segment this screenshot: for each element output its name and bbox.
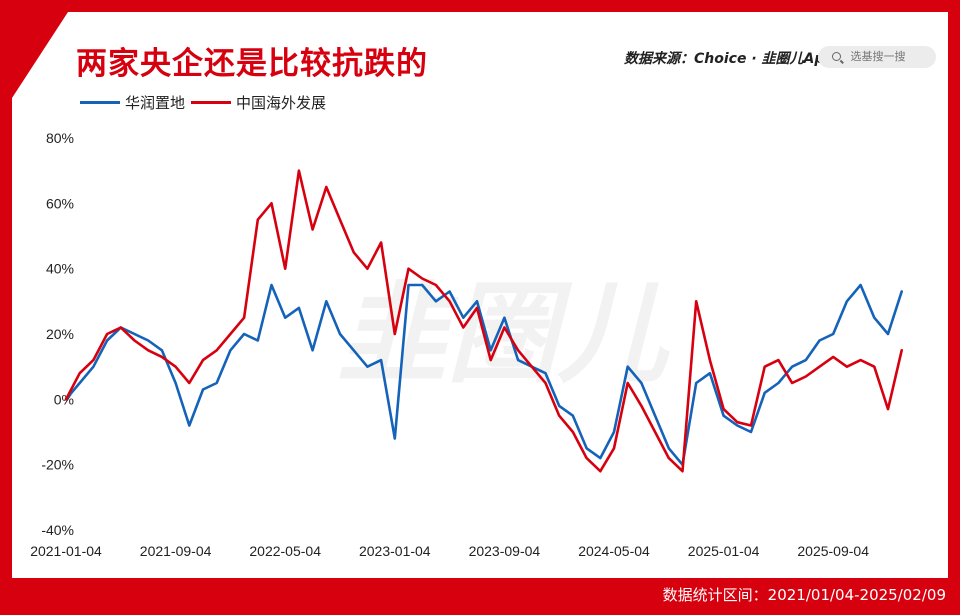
chart-title: 两家央企还是比较抗跌的 xyxy=(76,46,428,82)
watermark: 韭圈儿 xyxy=(337,270,671,398)
y-tick-label: 20% xyxy=(46,326,74,342)
x-tick-label: 2021-09-04 xyxy=(140,543,212,559)
series-line-1 xyxy=(64,283,904,467)
legend-item: 华润置地 xyxy=(80,92,185,113)
series-line-2 xyxy=(64,169,904,473)
search-placeholder: 选基搜一搜 xyxy=(850,50,906,63)
legend-swatch-1 xyxy=(80,101,120,104)
legend: 华润置地 中国海外发展 xyxy=(80,92,332,113)
x-tick-label: 2021-01-04 xyxy=(30,543,102,559)
legend-item: 中国海外发展 xyxy=(191,92,326,113)
corner-accent xyxy=(12,12,68,98)
search-icon xyxy=(832,52,841,61)
data-source: 数据来源：Choice · 韭圈儿App xyxy=(624,51,835,67)
legend-label-2: 中国海外发展 xyxy=(236,94,327,112)
x-tick-label: 2023-01-04 xyxy=(359,543,431,559)
x-tick-label: 2025-01-04 xyxy=(688,543,760,559)
y-tick-label: -20% xyxy=(41,457,74,473)
y-tick-label: 80% xyxy=(46,130,74,146)
legend-swatch-2 xyxy=(191,101,232,104)
y-tick-label: -40% xyxy=(41,522,74,538)
y-tick-label: 40% xyxy=(46,261,74,277)
x-tick-label: 2022-05-04 xyxy=(249,543,321,559)
x-tick-label: 2023-09-04 xyxy=(469,543,541,559)
x-tick-label: 2024-05-04 xyxy=(578,543,650,559)
x-tick-label: 2025-09-04 xyxy=(797,543,869,559)
legend-label-1: 华润置地 xyxy=(125,94,186,112)
search-box[interactable]: 选基搜一搜 xyxy=(818,46,936,68)
date-range-footer: 数据统计区间：2021/01/04-2025/02/09 xyxy=(662,586,946,604)
chart-card: 两家央企还是比较抗跌的 数据来源：Choice · 韭圈儿App 选基搜一搜 华… xyxy=(12,12,948,578)
y-tick-label: 60% xyxy=(46,195,74,211)
